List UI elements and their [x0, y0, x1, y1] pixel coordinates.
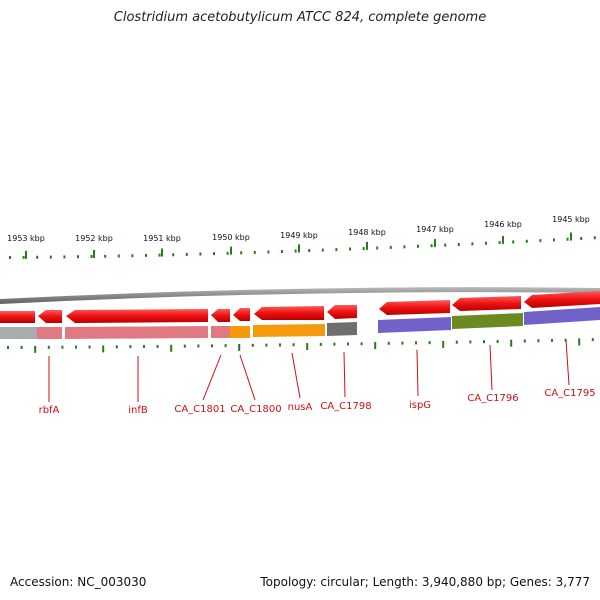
scale-label: 1952 kbp	[75, 234, 113, 243]
scale-label: 1947 kbp	[416, 225, 454, 234]
bar-segment-pink	[211, 326, 230, 338]
lower-tick-track	[7, 338, 594, 353]
label-leader-line	[202, 354, 222, 401]
gene-arrow-CA_C1798[interactable]	[327, 305, 357, 319]
scale-label: 1951 kbp	[143, 234, 181, 243]
gene-arrow-rbfA-head[interactable]	[38, 310, 62, 323]
bar-segment-orange	[230, 326, 250, 338]
label-leader-line	[416, 349, 419, 397]
scale-label: 1949 kbp	[280, 231, 318, 240]
gene-label[interactable]: CA_C1798	[320, 401, 371, 412]
gene-label[interactable]: CA_C1800	[230, 404, 281, 415]
function-color-bar	[0, 307, 600, 339]
gene-label[interactable]: CA_C1796	[467, 393, 518, 404]
scale-label: 1950 kbp	[212, 233, 250, 242]
label-leader-line	[239, 354, 256, 401]
map-title: Clostridium acetobutylicum ATCC 824, com…	[113, 10, 487, 25]
gene-arrows	[0, 291, 600, 323]
bar-segment-darkgrey	[327, 322, 357, 336]
label-leader-line	[489, 344, 493, 391]
bar-segment-orange	[253, 324, 325, 337]
gene-arrow-ispG[interactable]	[379, 300, 450, 315]
topology-summary: Topology: circular; Length: 3,940,880 bp…	[260, 575, 590, 589]
bar-segment-olive	[452, 313, 523, 329]
kbp-scale: 1953 kbp 1952 kbp 1951 kbp 1950 kbp 1949 kbp…	[7, 215, 596, 259]
label-leader-line	[291, 352, 301, 399]
gene-label[interactable]: ispG	[409, 400, 431, 411]
gene-labels: rbfA infB CA_C1801 CA_C1800 nusA CA_C1798 ispG…	[39, 339, 596, 416]
gene-arrow-nusA[interactable]	[254, 306, 324, 320]
bar-segment-pink	[37, 327, 62, 339]
gene-arrow-infB[interactable]	[66, 309, 208, 323]
accession-text: Accession: NC_003030	[10, 575, 147, 589]
label-leader-line	[565, 339, 570, 386]
scale-label: 1946 kbp	[484, 220, 522, 229]
label-leader-line	[343, 351, 346, 398]
gene-arrow-CA_C1801[interactable]	[211, 309, 230, 322]
gene-arrow-rbfA[interactable]	[0, 311, 35, 323]
bar-segment-purple	[524, 307, 600, 325]
gene-label[interactable]: infB	[128, 405, 148, 416]
gene-label[interactable]: nusA	[288, 402, 313, 413]
gene-arrow-CA_C1796[interactable]	[452, 296, 521, 311]
gene-label[interactable]: CA_C1795	[544, 388, 595, 399]
gene-arrow-CA_C1795[interactable]	[524, 291, 600, 308]
gene-label[interactable]: CA_C1801	[174, 404, 225, 415]
gene-label[interactable]: rbfA	[39, 405, 60, 416]
bar-segment-grey	[0, 327, 37, 339]
bar-segment-purple	[378, 317, 451, 333]
scale-label: 1948 kbp	[348, 228, 386, 237]
scale-label: 1945 kbp	[552, 215, 590, 224]
gene-arrow-CA_C1800[interactable]	[233, 308, 250, 321]
bar-segment-pink	[65, 326, 208, 339]
scale-label: 1953 kbp	[7, 234, 45, 243]
genome-backbone	[0, 287, 600, 304]
